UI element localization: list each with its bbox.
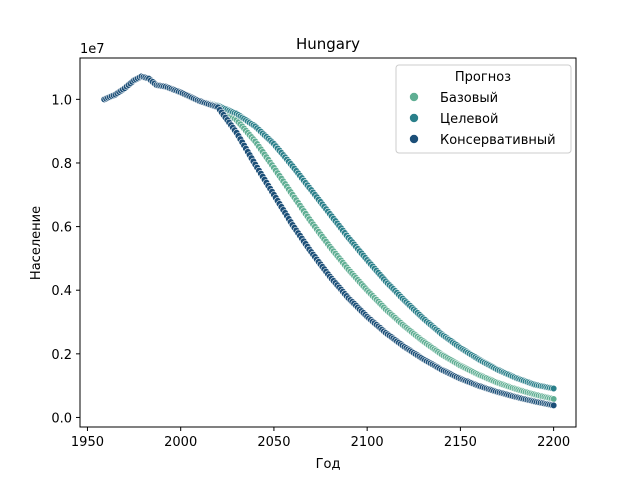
point-base (550, 395, 558, 403)
legend-box (395, 64, 572, 154)
legend-marker-conservative (409, 134, 419, 144)
legend-title: Прогноз (455, 70, 511, 85)
y-axis: 0.0 0.2 0.4 0.6 0.8 1.0 (51, 93, 80, 426)
y-tick-label: 0.6 (51, 221, 72, 236)
x-axis: 1950 2000 2050 2100 2150 2200 (71, 427, 570, 450)
y-tick-label: 0.0 (51, 411, 72, 426)
plot-marks (100, 72, 558, 409)
y-tick-label: 0.4 (51, 284, 72, 299)
x-tick-label: 2100 (351, 435, 384, 450)
x-tick-label: 2200 (537, 435, 570, 450)
x-tick-label: 2150 (444, 435, 477, 450)
x-axis-label: Год (316, 457, 341, 472)
point-target (550, 384, 558, 393)
legend-entry-target: Целевой (440, 112, 498, 127)
legend-entry-conservative: Консервативный (440, 133, 556, 148)
legend-marker-base (409, 92, 419, 102)
point-conservative (550, 401, 558, 409)
legend-marker-target (409, 113, 419, 123)
x-tick-label: 2000 (164, 435, 197, 450)
y-tick-label: 1.0 (51, 93, 72, 108)
y-multiplier-label: 1e7 (80, 42, 105, 57)
y-tick-label: 0.8 (51, 157, 72, 172)
legend: Прогноз Базовый Целевой Консервативный (395, 64, 572, 154)
y-tick-label: 0.2 (51, 348, 72, 363)
y-axis-label: Население (29, 206, 44, 280)
plot-frame (79, 57, 577, 428)
chart-title: Hungary (296, 35, 360, 53)
x-tick-label: 1950 (71, 435, 104, 450)
legend-entry-base: Базовый (440, 91, 498, 106)
x-tick-label: 2050 (257, 435, 290, 450)
